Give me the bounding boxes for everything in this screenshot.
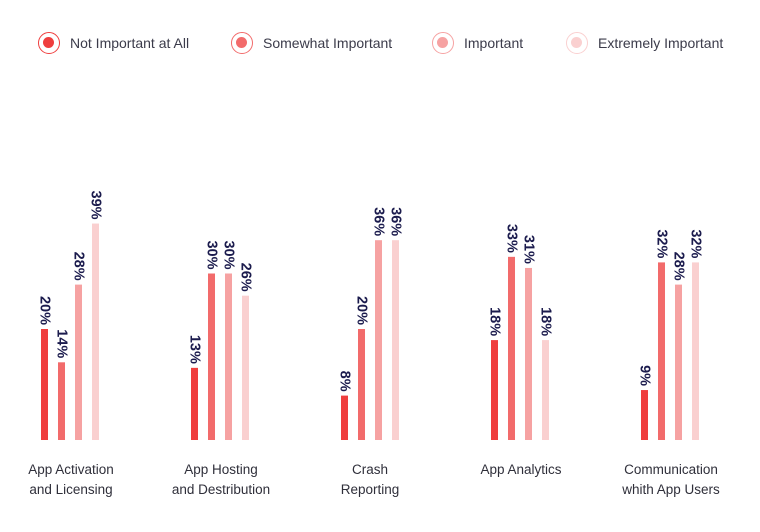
value-label: 9%: [637, 365, 653, 386]
value-label: 39%: [88, 191, 104, 220]
bar: [491, 340, 498, 440]
bar: [208, 273, 215, 440]
value-label: 8%: [337, 371, 353, 392]
value-label: 30%: [204, 240, 220, 269]
bar: [508, 256, 515, 440]
legend-item-somewhat-important: Somewhat Important: [231, 30, 392, 56]
value-label: 36%: [388, 207, 404, 236]
legend-label: Somewhat Important: [263, 35, 393, 51]
value-label: 31%: [521, 235, 537, 264]
value-label: 26%: [238, 263, 254, 292]
category-label: Crash Reporting: [341, 462, 400, 497]
legend-label: Extremely Important: [598, 35, 724, 51]
legend-label: Not Important at All: [70, 35, 190, 51]
category-label: App Activation and Licensing: [28, 462, 114, 497]
value-label: 28%: [671, 252, 687, 281]
legend-marker-icon: [38, 32, 60, 54]
legend-marker-icon: [566, 32, 588, 54]
bar: [41, 329, 48, 440]
legend-item-not-important: Not Important at All: [38, 30, 189, 56]
value-label: 30%: [221, 240, 237, 269]
category-label: Communication whith App Users: [621, 462, 720, 497]
value-label: 20%: [354, 296, 370, 325]
bar: [191, 367, 198, 440]
bar: [341, 395, 348, 440]
legend-item-important: Important: [432, 30, 523, 56]
bar: [692, 262, 699, 440]
value-label: 32%: [688, 229, 704, 258]
bar: [542, 340, 549, 440]
legend-marker-icon: [231, 32, 253, 54]
value-label: 14%: [54, 329, 70, 358]
bar: [92, 223, 99, 440]
bar: [75, 284, 82, 440]
legend-label: Important: [464, 35, 524, 51]
bar: [525, 267, 532, 440]
value-label: 18%: [487, 307, 503, 336]
value-label: 33%: [504, 224, 520, 253]
legend-marker-icon: [432, 32, 454, 54]
legend-item-extremely-important: Extremely Important: [566, 30, 723, 56]
bar: [675, 284, 682, 440]
value-label: 32%: [654, 229, 670, 258]
value-label: 18%: [538, 307, 554, 336]
bar: [358, 329, 365, 440]
value-label: 36%: [371, 207, 387, 236]
bar: [375, 240, 382, 440]
bar: [641, 390, 648, 440]
bar: [242, 295, 249, 440]
bar: [225, 273, 232, 440]
value-label: 20%: [37, 296, 53, 325]
category-label: App Analytics: [480, 462, 561, 477]
bar: [58, 362, 65, 440]
value-label: 13%: [187, 335, 203, 364]
bar: [392, 240, 399, 440]
category-label: App Hosting and Destribution: [172, 462, 270, 497]
value-label: 28%: [71, 252, 87, 281]
bar: [658, 262, 665, 440]
legend: Not Important at All Somewhat Important …: [0, 0, 760, 80]
